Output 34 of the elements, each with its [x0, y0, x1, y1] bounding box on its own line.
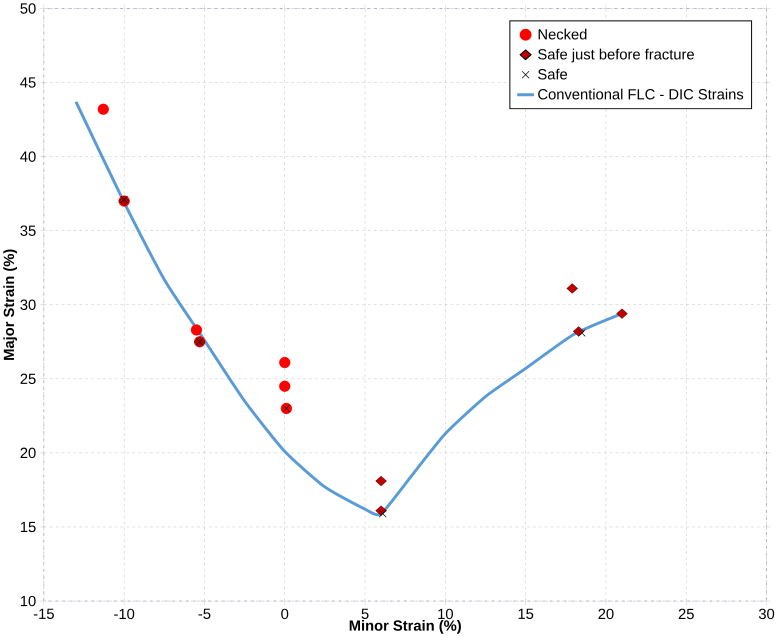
- point: [279, 380, 290, 392]
- x-tick-label: -10: [114, 608, 134, 620]
- x-tick-label: 0: [281, 608, 288, 620]
- point: [566, 283, 578, 294]
- point: [279, 356, 290, 368]
- y-tick-label: 10: [20, 596, 36, 606]
- legend-label: Safe just before fracture: [538, 48, 694, 62]
- point: [375, 476, 387, 486]
- y-tick-label: 40: [20, 151, 36, 162]
- y-tick-label: 45: [20, 77, 36, 88]
- x-tick-label: -15: [34, 608, 54, 619]
- point: [578, 329, 586, 337]
- y-tick-label: 30: [20, 300, 36, 310]
- x-tick-label: 20: [598, 608, 614, 620]
- x-tick-label: 10: [438, 608, 453, 620]
- x-tick-label: -5: [198, 608, 210, 619]
- y-tick-label: 25: [20, 374, 36, 384]
- x-axis-title: Minor Strain (%): [350, 620, 461, 634]
- point: [616, 308, 628, 319]
- y-tick-label: 35: [20, 225, 36, 236]
- y-tick-label: 15: [20, 522, 36, 532]
- legend-label: Conventional FLC - DIC Strains: [538, 88, 744, 100]
- point: [378, 510, 387, 518]
- y-axis-title: Major Strain (%): [3, 249, 17, 360]
- y-tick-label: 20: [20, 448, 36, 458]
- legend-label: Necked: [538, 28, 586, 40]
- point: [98, 104, 109, 115]
- x-tick-label: 30: [758, 608, 774, 620]
- legend-label: Safe: [538, 68, 568, 80]
- x-tick-label: 15: [518, 608, 534, 619]
- y-tick-label: 50: [20, 3, 36, 14]
- x-tick-label: 25: [678, 608, 694, 620]
- point: [190, 324, 202, 336]
- x-tick-label: 5: [362, 608, 369, 619]
